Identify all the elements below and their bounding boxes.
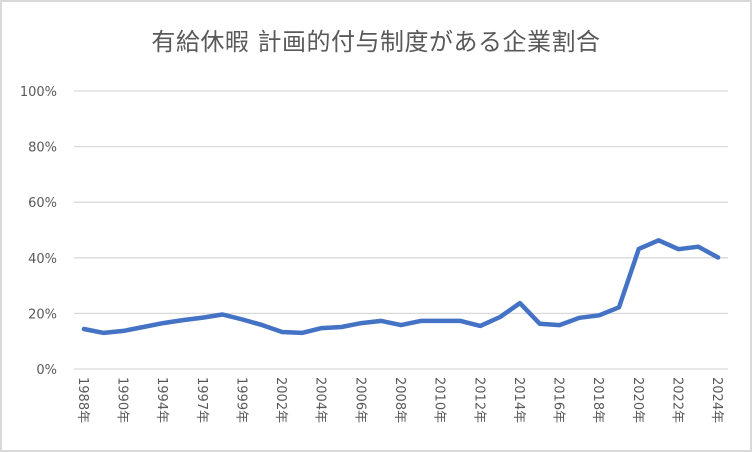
x-tick-label: 1990年: [115, 377, 130, 423]
series-line: [81, 238, 721, 336]
y-tick-label: 80%: [28, 141, 57, 156]
x-tick-label: 1988年: [75, 377, 90, 423]
x-tick-label: 1994年: [154, 377, 169, 423]
y-tick-label: 100%: [20, 85, 57, 100]
y-tick-label: 40%: [28, 252, 57, 267]
x-tick-label: 2024年: [709, 377, 724, 423]
x-tick-label: 1999年: [233, 377, 248, 423]
x-tick-label: 2006年: [352, 377, 367, 423]
gridlines: [74, 90, 728, 370]
x-tick-label: 2004年: [313, 377, 328, 423]
y-axis-ticks: 0% 20% 40% 60% 80% 100%: [20, 85, 57, 378]
x-axis-ticks: 1988年 1990年 1994年 1997年 1999年 2002年 2004年 2006年…: [75, 377, 724, 423]
x-tick-label: 2018年: [590, 377, 605, 423]
y-tick-label: 60%: [28, 196, 57, 211]
x-tick-label: 2012年: [471, 377, 486, 423]
x-tick-label: 2016年: [551, 377, 566, 423]
y-tick-label: 0%: [36, 363, 57, 378]
x-tick-label: 2014年: [511, 377, 526, 423]
chart-title: 有給休暇 計画的付与制度がある企業割合: [151, 28, 601, 56]
x-tick-label: 2020年: [630, 377, 645, 423]
y-tick-label: 20%: [28, 307, 57, 322]
x-tick-label: 2002年: [273, 377, 288, 423]
x-tick-label: 2022年: [669, 377, 684, 423]
x-tick-label: 1997年: [194, 377, 209, 423]
x-tick-label: 2008年: [392, 377, 407, 423]
x-tick-label: 2010年: [432, 377, 447, 423]
